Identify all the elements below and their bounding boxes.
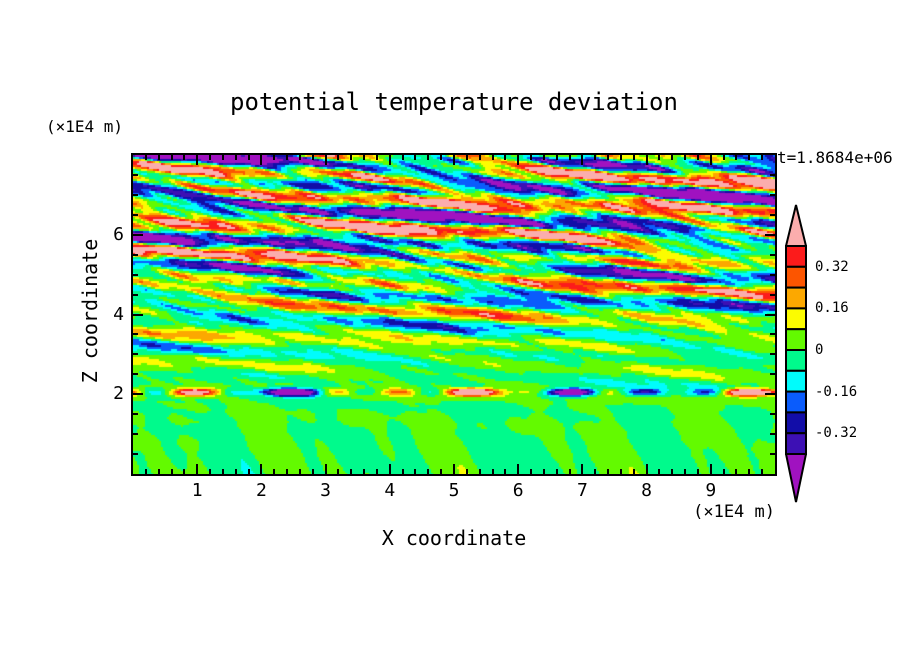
z-axis-unit-label: (×1E4 m) — [46, 117, 124, 136]
plot-area — [131, 153, 777, 476]
z-tick-label: 6 — [113, 223, 124, 245]
z-tick-label: 2 — [113, 383, 124, 405]
colorbar-tick-label: 0.16 — [815, 300, 849, 317]
x-tick-label: 8 — [641, 480, 653, 501]
colorbar-cell — [785, 349, 807, 372]
colorbar-tick-label: -0.16 — [815, 383, 858, 400]
colorbar-tick-label: 0.32 — [815, 258, 849, 275]
contour-field-canvas — [133, 155, 775, 474]
timestamp-label: t=1.8684e+06 — [777, 148, 893, 167]
colorbar-cell — [785, 265, 807, 289]
colorbar-arrow — [784, 453, 808, 503]
colorbar-cell — [785, 432, 807, 455]
colorbar-cell — [785, 328, 807, 351]
colorbar-cell — [785, 307, 807, 331]
colorbar-cell — [785, 286, 807, 310]
colorbar — [784, 204, 808, 504]
x-tick-label: 7 — [576, 480, 588, 501]
x-tick-label: 3 — [320, 480, 332, 501]
x-tick-label: 1 — [191, 480, 203, 501]
x-tick-label: 9 — [705, 480, 717, 501]
z-axis-title: Z coordinate — [78, 238, 102, 384]
x-tick-label: 2 — [255, 480, 267, 501]
colorbar-cell — [785, 369, 807, 393]
x-axis-unit-label: (×1E4 m) — [693, 502, 775, 522]
plot-title: potential temperature deviation — [230, 88, 678, 116]
colorbar-svg — [784, 204, 808, 503]
colorbar-tick-label: 0 — [815, 342, 824, 358]
colorbar-cell — [785, 245, 807, 268]
colorbar-cell — [785, 411, 807, 435]
colorbar-cell — [785, 390, 807, 414]
x-tick-label: 4 — [384, 480, 396, 501]
colorbar-arrow — [784, 204, 808, 247]
x-axis-title: X coordinate — [381, 526, 527, 550]
x-tick-label: 6 — [512, 480, 524, 501]
x-tick-label: 5 — [448, 480, 460, 501]
z-tick-label: 4 — [113, 303, 124, 325]
colorbar-tick-label: -0.32 — [815, 425, 858, 442]
